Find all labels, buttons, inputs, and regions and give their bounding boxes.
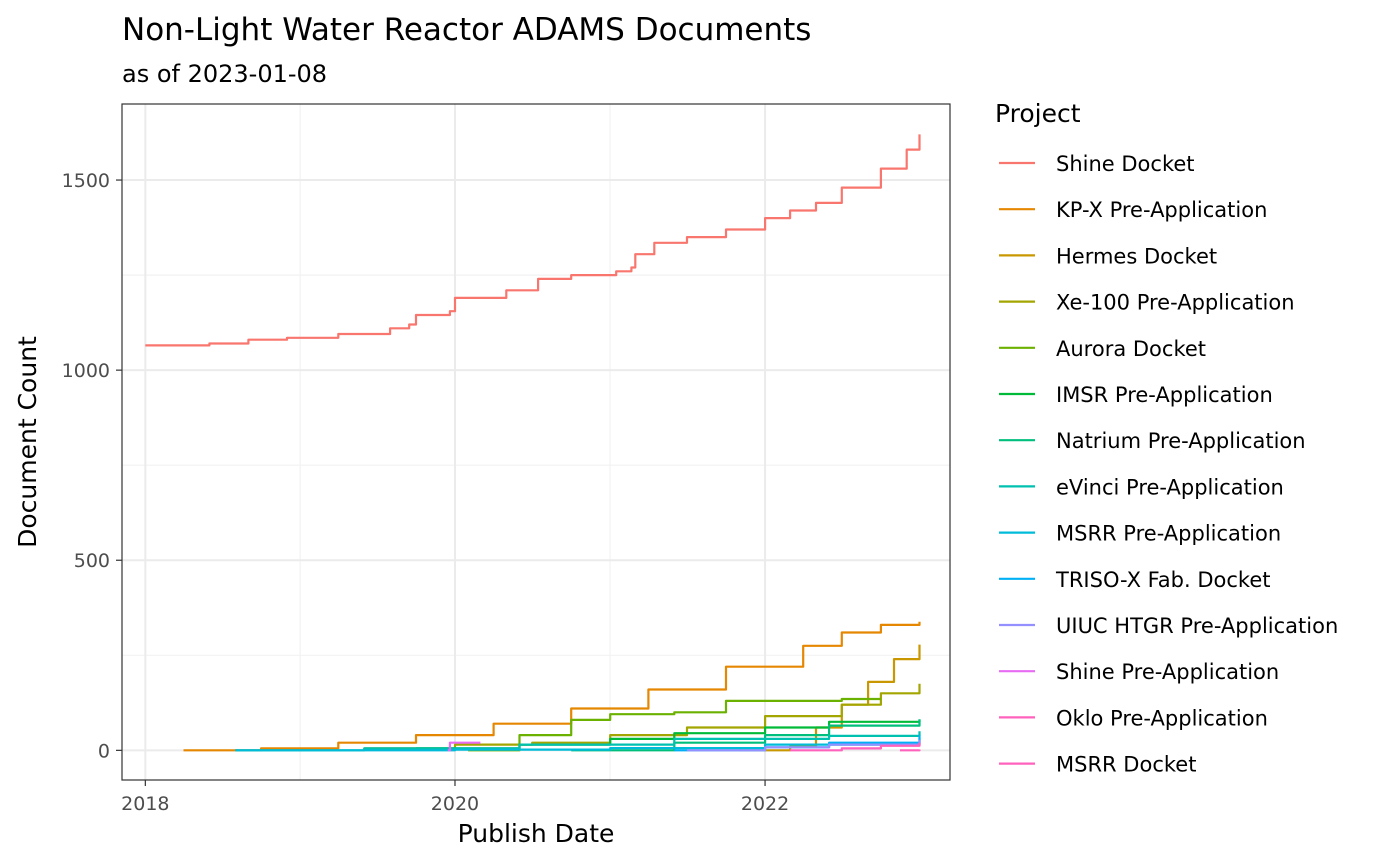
legend-label: MSRR Pre-Application [1056,522,1281,546]
legend-label: eVinci Pre-Application [1056,475,1284,499]
y-tick-label: 500 [74,550,110,572]
x-axis-title: Publish Date [458,819,615,848]
y-tick-label: 1500 [62,170,110,192]
series-line [899,749,921,752]
series-line [145,134,921,347]
y-tick-label: 1000 [62,360,110,382]
series-line [183,621,921,752]
y-axis: 0 500 1000 1500 [62,170,122,762]
series-line [235,731,921,752]
legend-label: IMSR Pre-Application [1056,383,1273,407]
legend-label: Hermes Docket [1056,244,1217,268]
y-tick-label: 0 [98,740,110,762]
legend-label: Oklo Pre-Application [1056,706,1268,730]
x-tick-label: 2022 [741,793,789,815]
series-line [468,697,881,752]
minor-gridlines [122,104,950,780]
legend-label: Shine Docket [1056,152,1195,176]
legend: Project Shine Docket KP-X Pre-Application… [995,99,1338,777]
legend-label: UIUC HTGR Pre-Application [1056,614,1338,638]
legend-title: Project [995,99,1081,128]
legend-label: TRISO-X Fab. Docket [1055,568,1270,592]
x-axis: 2018 2020 2022 [121,780,789,815]
legend-label: Xe-100 Pre-Application [1056,291,1295,315]
legend-label: Natrium Pre-Application [1056,429,1306,453]
plot-border [121,103,951,781]
plot-panel [122,104,950,780]
chart-subtitle: as of 2023-01-08 [122,60,327,88]
legend-label: KP-X Pre-Application [1056,198,1267,222]
series-line [364,683,921,750]
legend-label: Aurora Docket [1056,337,1206,361]
legend-label: MSRR Docket [1056,753,1196,777]
x-tick-label: 2018 [121,793,169,815]
legend-label: Shine Pre-Application [1056,660,1279,684]
series-lines [145,134,921,752]
chart-title: Non-Light Water Reactor ADAMS Documents [122,12,811,48]
y-axis-title: Document Count [13,336,42,548]
series-line [447,741,481,752]
x-tick-label: 2020 [431,793,479,815]
series-line [790,742,921,752]
